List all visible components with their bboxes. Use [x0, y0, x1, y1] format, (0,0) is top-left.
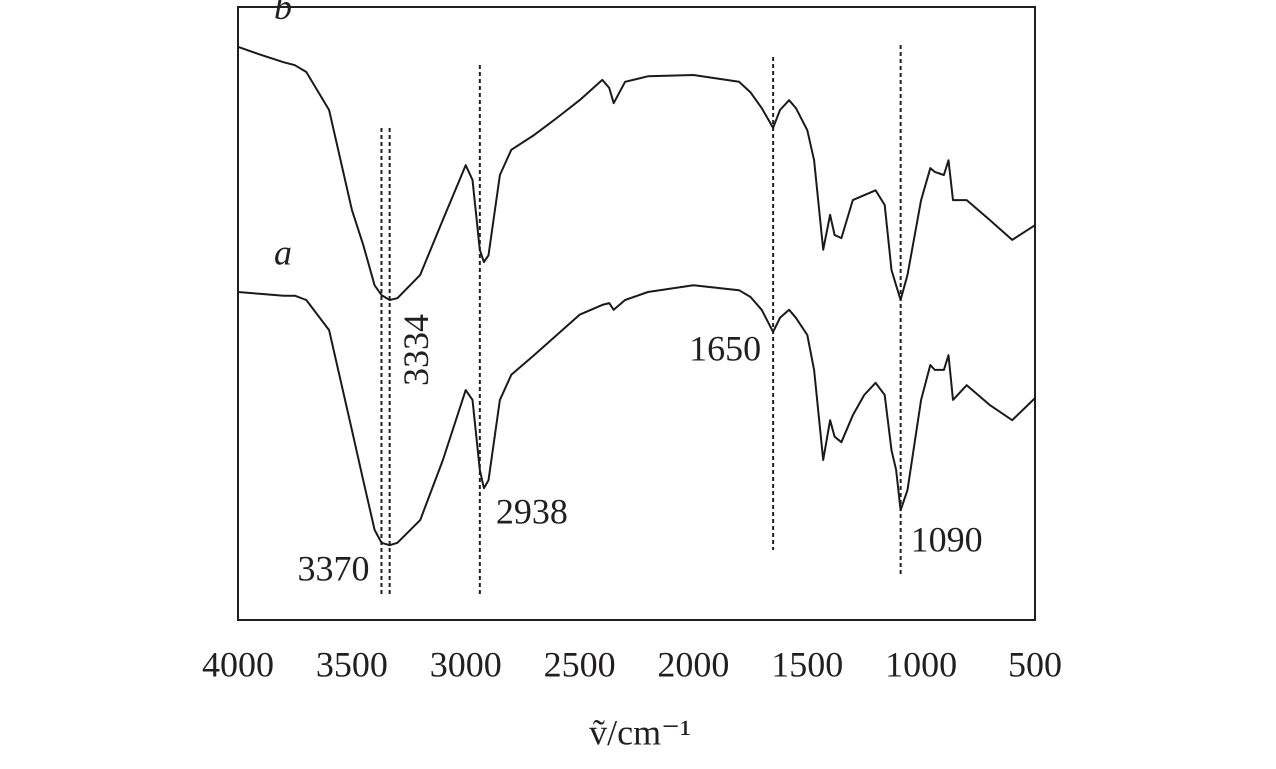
- x-tick-label: 1000: [885, 644, 957, 684]
- x-tick-label: 1500: [771, 644, 843, 684]
- plot-frame: [237, 6, 1036, 621]
- x-tick-label: 500: [1008, 644, 1062, 684]
- x-tick-label: 3500: [316, 644, 388, 684]
- x-axis-label: ṽ/cm⁻¹: [589, 712, 691, 752]
- spectrum-line: [237, 45, 1036, 301]
- peak-label: 1090: [911, 519, 983, 559]
- x-tick-label: 2500: [544, 644, 616, 684]
- x-tick-label: 4000: [202, 644, 274, 684]
- series-label: b: [274, 0, 292, 27]
- x-tick-label: 3000: [430, 644, 502, 684]
- peak-label: 3370: [297, 548, 369, 588]
- peak-label: 3334: [396, 314, 436, 386]
- series-label: a: [274, 232, 292, 272]
- x-tick-label: 2000: [657, 644, 729, 684]
- spectrum-line: [237, 284, 1036, 547]
- peak-label: 2938: [496, 491, 568, 531]
- peak-label: 1650: [689, 328, 761, 368]
